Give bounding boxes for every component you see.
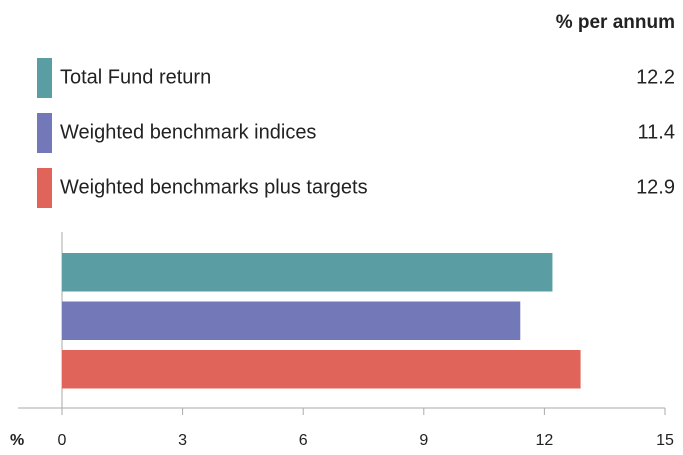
x-tick-label: 3 [178, 432, 187, 449]
x-tick-label: 15 [656, 432, 674, 449]
legend-swatch [37, 168, 52, 208]
bar [62, 301, 521, 340]
legend-label: Total Fund return [60, 66, 211, 88]
bar [62, 350, 581, 389]
value-label: 12.9 [636, 176, 675, 198]
x-tick-label: 9 [419, 432, 428, 449]
value-label: 11.4 [638, 121, 675, 143]
x-tick-label: 0 [58, 432, 67, 449]
legend-swatch [37, 58, 52, 98]
bar [62, 253, 553, 292]
legend-label: Weighted benchmarks plus targets [60, 176, 368, 198]
x-tick-label: 6 [299, 432, 308, 449]
legend-label: Weighted benchmark indices [60, 121, 316, 143]
legend-swatch [37, 113, 52, 153]
x-axis-label: % [10, 432, 24, 449]
value-label: 12.2 [636, 66, 675, 88]
x-tick-label: 12 [536, 432, 554, 449]
value-header: % per annum [556, 12, 675, 33]
